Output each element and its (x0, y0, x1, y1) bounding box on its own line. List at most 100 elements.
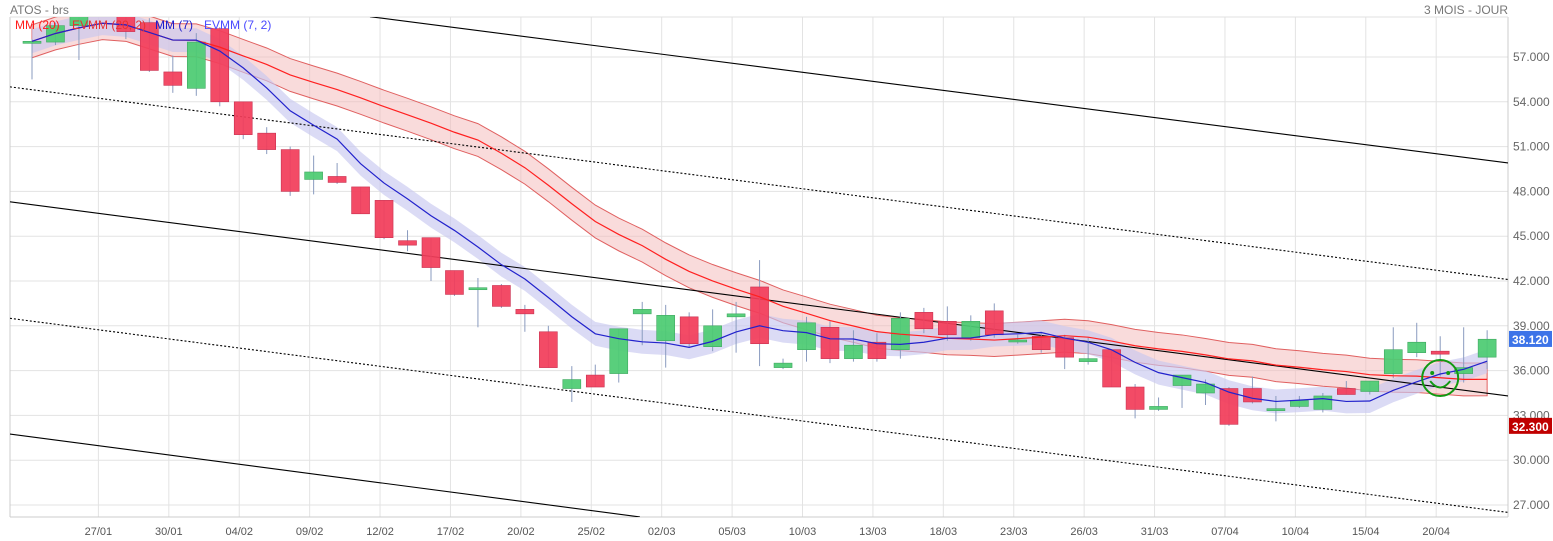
candle-body (609, 328, 629, 374)
candle (750, 260, 769, 367)
candle (1149, 397, 1168, 411)
candle-body (1313, 395, 1333, 410)
candle (492, 283, 511, 308)
candle-body (1290, 400, 1309, 407)
candle (515, 304, 535, 332)
candle (1313, 392, 1333, 413)
candle-body (304, 171, 323, 180)
candle-body (773, 362, 793, 368)
candle-body (1078, 358, 1098, 362)
candle-body (656, 315, 675, 342)
candle-body (585, 374, 605, 388)
candle (1337, 381, 1356, 395)
candle-body (726, 313, 746, 318)
candle-body (1031, 335, 1051, 350)
candle (1477, 330, 1497, 370)
price-tag-label: 38.120 (1512, 333, 1549, 347)
candle (961, 315, 981, 341)
x-tick-label: 20/02 (507, 526, 535, 538)
candle-body (22, 41, 42, 44)
x-tick-label: 02/03 (648, 526, 676, 538)
candle (421, 237, 441, 281)
candle-body (984, 310, 1004, 336)
candle-body (750, 286, 769, 345)
y-tick-label: 42.000 (1513, 274, 1550, 288)
y-tick-label: 30.000 (1513, 453, 1550, 467)
candle (163, 55, 183, 93)
candle-body (1430, 350, 1450, 355)
x-tick-label: 09/02 (296, 526, 324, 538)
candle (1360, 380, 1380, 395)
candle (1031, 331, 1051, 353)
candle (1125, 384, 1145, 419)
candle (1196, 379, 1215, 405)
candle (1055, 334, 1074, 370)
candle-body (1243, 388, 1262, 403)
x-tick-label: 07/04 (1211, 526, 1239, 538)
candle (210, 27, 230, 107)
candle-body (1337, 388, 1356, 395)
x-tick-label: 27/01 (85, 526, 113, 538)
x-tick-label: 26/03 (1070, 526, 1098, 538)
candle (773, 358, 793, 370)
candle (820, 321, 840, 364)
x-tick-label: 18/03 (930, 526, 958, 538)
x-tick-label: 31/03 (1141, 526, 1169, 538)
legend-mm20: MM (20) (15, 18, 60, 32)
candle (703, 309, 722, 352)
candle-body (210, 28, 230, 103)
smiley-icon (1421, 359, 1460, 398)
candle (539, 325, 558, 368)
candle-body (1008, 339, 1028, 343)
candle-body (1477, 338, 1497, 358)
line-mm20 (31, 22, 1488, 381)
candle-body (820, 326, 840, 359)
candle (69, 17, 89, 60)
candle (1430, 336, 1450, 377)
candle (844, 330, 863, 362)
y-tick-label: 48.000 (1513, 184, 1550, 198)
trend-line-solid (369, 17, 1508, 164)
candle-body (351, 186, 370, 215)
candle-body (1172, 374, 1192, 386)
price-tag (1509, 417, 1552, 434)
candle (797, 316, 816, 362)
y-tick-label: 51.000 (1513, 140, 1550, 154)
candle-body (632, 309, 652, 315)
y-tick-label: 57.000 (1513, 50, 1550, 64)
y-tick-label: 36.000 (1513, 364, 1550, 378)
x-tick-label: 15/04 (1352, 526, 1380, 538)
candle-body (539, 331, 558, 368)
x-tick-label: 20/04 (1422, 526, 1450, 538)
smiley-eye (1446, 371, 1451, 376)
candle-body (257, 132, 277, 150)
candle-body (398, 240, 417, 246)
legend-evmm20: EVMM (20, 2) (72, 18, 147, 32)
candle (257, 127, 277, 155)
candle-body (468, 287, 488, 291)
candle-body (186, 41, 206, 89)
candle (398, 230, 417, 252)
candle (726, 301, 746, 353)
candle (304, 155, 323, 195)
x-tick-label: 23/03 (1000, 526, 1028, 538)
candle-body (703, 325, 722, 348)
candle-body (1383, 349, 1403, 374)
y-tick-label: 27.000 (1513, 498, 1550, 512)
candle-body (1266, 408, 1286, 411)
candle-body (140, 22, 159, 71)
candle-body (1219, 388, 1239, 425)
candle (186, 33, 206, 96)
chart-period[interactable]: 3 MOIS - JOUR (1423, 3, 1508, 17)
x-tick-label: 30/01 (155, 526, 183, 538)
candle-body (938, 321, 957, 336)
candle (93, 0, 111, 12)
legend-evmm7: EVMM (7, 2) (204, 18, 272, 32)
line-mm7 (31, 22, 1488, 403)
price-tag-label: 32.300 (1512, 420, 1549, 434)
candle-body (492, 285, 511, 307)
candle-body (1407, 341, 1427, 353)
candle (22, 39, 42, 80)
band-evmm20 (31, 17, 1488, 397)
